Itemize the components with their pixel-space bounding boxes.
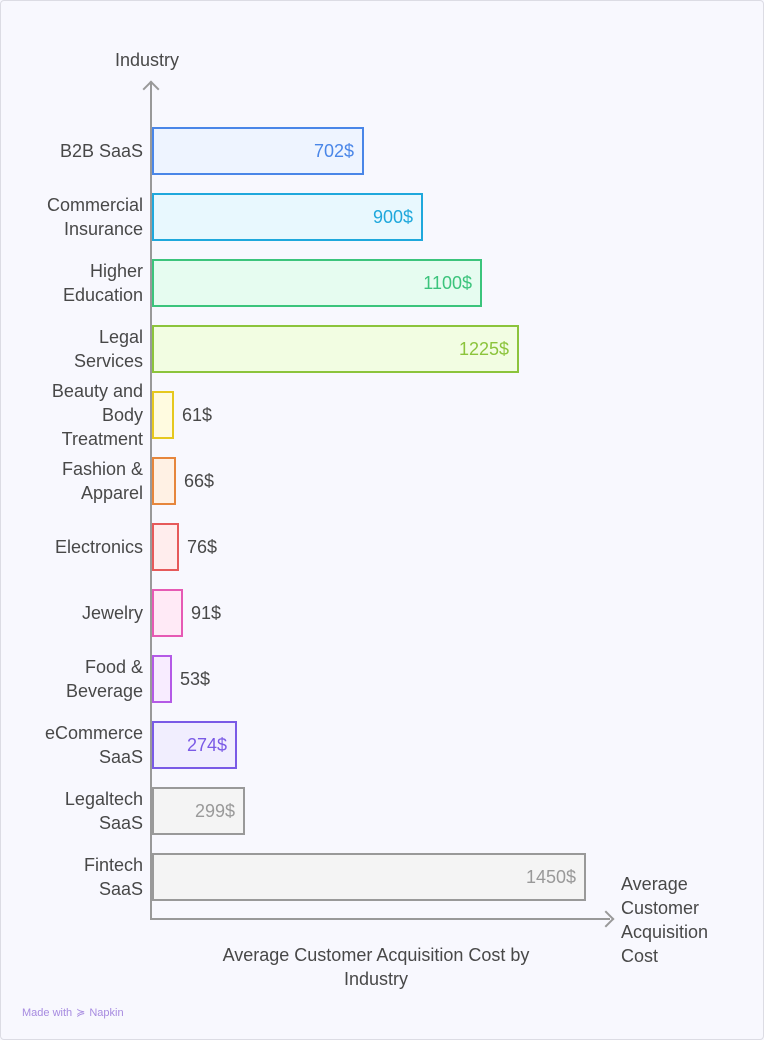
value-label: 274$ [186, 735, 227, 755]
value-label: 91$ [191, 603, 222, 623]
bar [152, 655, 172, 703]
bar: 1225$ [152, 325, 519, 373]
category-label: eCommerce SaaS [44, 723, 143, 767]
bar [152, 523, 179, 571]
value-label: 61$ [182, 405, 213, 425]
y-axis-title: Industry [115, 50, 180, 70]
value-label: 66$ [184, 471, 215, 491]
bar-row: B2B SaaS 702$ [0, 127, 764, 175]
category-label: Legaltech SaaS [64, 789, 143, 833]
bar: 702$ [152, 127, 364, 175]
bar-row: eCommerce SaaS 274$ [0, 721, 764, 769]
bar-row: Food & Beverage 53$ [0, 655, 764, 703]
category-label: Fashion & Apparel [61, 459, 143, 503]
category-label: Fintech SaaS [83, 855, 143, 899]
bar: 299$ [152, 787, 245, 835]
category-label: Legal Services [73, 327, 143, 371]
value-label: 1225$ [458, 339, 509, 359]
chart-title: Average Customer Acquisition Cost by Ind… [222, 945, 530, 989]
x-axis-title: Average Customer Acquisition Cost [621, 874, 709, 966]
value-label: 76$ [187, 537, 218, 557]
category-label: Food & Beverage [65, 657, 143, 701]
napkin-logo-icon: ≽ [76, 1007, 86, 1019]
bar: 1100$ [152, 259, 482, 307]
bar-row: Jewelry 91$ [0, 589, 764, 637]
bar: 900$ [152, 193, 423, 241]
bar: 274$ [152, 721, 237, 769]
category-label: Electronics [54, 537, 143, 557]
category-label: B2B SaaS [59, 141, 143, 161]
bar: 1450$ [152, 853, 586, 901]
bar-row: Legaltech SaaS 299$ [0, 787, 764, 835]
bar-row: Beauty and Body Treatment 61$ [0, 381, 764, 449]
category-label: Beauty and Body Treatment [51, 381, 143, 449]
category-label: Higher Education [62, 261, 143, 305]
bar [152, 457, 176, 505]
x-axis-line [150, 918, 610, 920]
value-label: 53$ [180, 669, 211, 689]
napkin-brand: Napkin [89, 1006, 124, 1019]
bar-row: Fintech SaaS 1450$ [0, 853, 764, 901]
value-label: 900$ [372, 207, 413, 227]
bar-row: Fashion & Apparel 66$ [0, 457, 764, 505]
bar [152, 589, 183, 637]
bar-row: Legal Services 1225$ [0, 325, 764, 373]
bar-row: Commercial Insurance 900$ [0, 193, 764, 241]
value-label: 1450$ [525, 867, 576, 887]
y-axis-line [150, 82, 152, 920]
category-label: Jewelry [81, 603, 143, 623]
value-label: 1100$ [423, 273, 472, 293]
value-label: 299$ [194, 801, 235, 821]
made-with-napkin[interactable]: Made with ≽ Napkin [22, 1006, 124, 1020]
category-label: Commercial Insurance [46, 195, 143, 239]
bar-row: Higher Education 1100$ [0, 259, 764, 307]
made-with-text: Made with [22, 1006, 73, 1019]
bar-row: Electronics 76$ [0, 523, 764, 571]
bar [152, 391, 174, 439]
value-label: 702$ [313, 141, 354, 161]
